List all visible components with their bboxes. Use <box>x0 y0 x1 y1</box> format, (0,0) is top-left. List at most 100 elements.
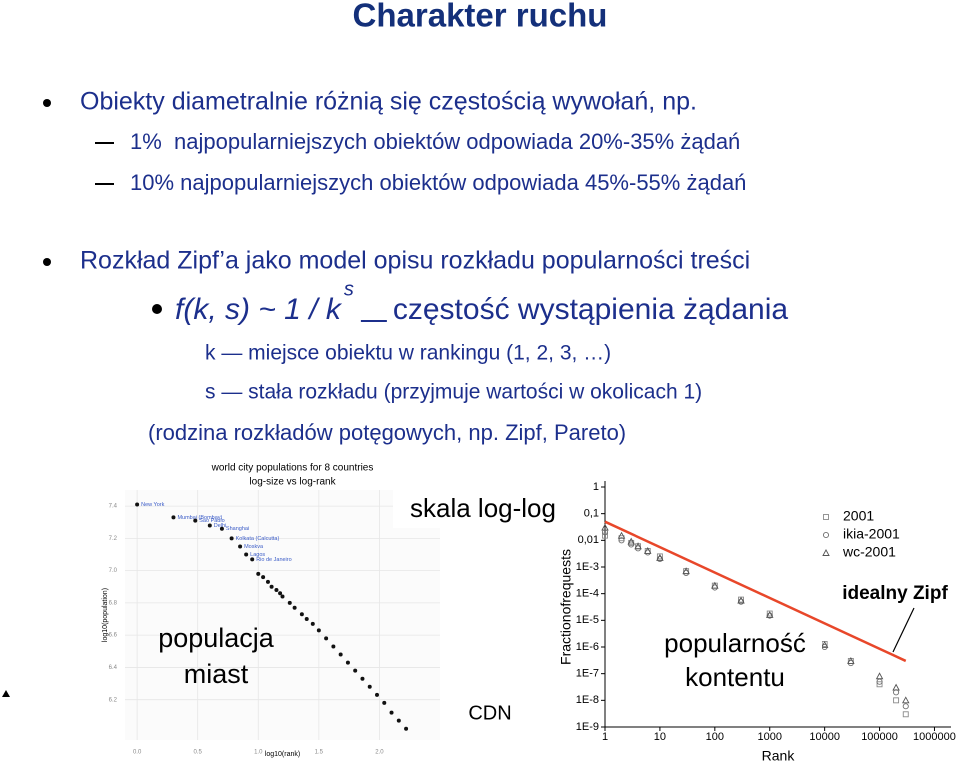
note: (rodzina rozkładów potęgowych, np. Zipf,… <box>148 420 626 445</box>
point <box>238 544 243 549</box>
chart-title: world city populations for 8 countries <box>211 463 374 474</box>
point-label: New York <box>141 502 164 508</box>
formula-text: częstość wystąpienia żądania <box>393 293 789 326</box>
legend-marker <box>823 514 829 520</box>
legend-marker <box>822 549 830 556</box>
y-tick-label: 0,1 <box>584 508 599 520</box>
y-tick-label: 7.4 <box>109 504 118 510</box>
point-label: Sao Paulo <box>199 518 224 524</box>
overlay-text: skala log-log <box>410 493 556 523</box>
bullet <box>43 99 51 107</box>
point <box>820 640 829 648</box>
x-tick-label: 0.5 <box>194 750 203 756</box>
point <box>766 612 773 619</box>
point <box>601 523 609 531</box>
point <box>627 537 635 545</box>
overlay-text: CDN <box>468 702 511 724</box>
point <box>171 515 176 520</box>
point <box>382 700 387 705</box>
chart-city: 6.2 6.4 6.6 6.8 7.0 7.2 7.4 0.0 0.5 1.0 1.5 2.0 worl… <box>102 463 440 758</box>
point <box>256 571 261 576</box>
point <box>261 575 266 580</box>
overlay-box <box>648 625 822 700</box>
point-label: Lagos <box>250 552 265 558</box>
overlay-text: populacja <box>158 623 275 653</box>
point <box>280 594 285 599</box>
point <box>244 552 249 557</box>
point-label: Shanghai <box>226 526 249 532</box>
point <box>324 636 329 641</box>
point <box>901 696 910 704</box>
point <box>229 536 234 541</box>
x-tick-label: 0.0 <box>133 750 142 756</box>
point <box>287 600 292 605</box>
overlay-text: kontentu <box>685 662 785 692</box>
point <box>250 557 255 562</box>
y-tick-label: 1E-8 <box>576 694 599 706</box>
overlays: skala log-log populacja miast CDN popularnoś… <box>158 490 956 724</box>
legend-marker <box>822 531 830 539</box>
point <box>902 711 909 718</box>
point <box>404 726 409 731</box>
definition: s — stała rozkładu (przyjmuje wartości w… <box>205 381 702 404</box>
point-label: Kolkata (Calcutta) <box>236 536 280 542</box>
x-tick-label: 10000 <box>809 731 840 743</box>
point <box>304 617 309 622</box>
y-axis-label: log10(population) <box>102 588 109 642</box>
point <box>375 692 379 697</box>
x-axis-label: Rank <box>762 748 796 764</box>
point-label: Rio de Janeiro <box>256 557 291 563</box>
nav-arrow <box>2 690 10 697</box>
x-tick-label: 1000000 <box>913 731 956 743</box>
point <box>893 697 900 704</box>
y-tick-label: 6.8 <box>109 600 118 606</box>
point <box>310 621 315 626</box>
point-label: Moskva <box>244 544 264 550</box>
point <box>876 681 883 688</box>
y-tick-label: 0,01 <box>578 534 599 546</box>
point <box>135 502 140 507</box>
formula-exponent: s <box>344 278 354 300</box>
y-axis-label: Fractionofrequests <box>558 549 574 665</box>
x-tick-label: 1 <box>602 731 608 743</box>
point <box>274 588 279 592</box>
legend-label: ikia-2001 <box>843 526 900 542</box>
y-tick-label: 1E-7 <box>576 668 599 680</box>
x-tick-label: 1.0 <box>254 750 263 756</box>
y-tick-label: 1E-3 <box>576 561 599 573</box>
point <box>643 547 652 554</box>
overlay-text: miast <box>184 659 249 689</box>
slide-title: Charakter ruchu <box>353 0 608 34</box>
y-tick-label: 7.0 <box>109 568 118 574</box>
point <box>269 584 274 589</box>
point <box>634 542 642 550</box>
y-tick-label: 1E-5 <box>576 614 599 626</box>
y-tick-label: 1E-4 <box>576 588 599 600</box>
y-tick-label: 1 <box>593 481 599 493</box>
x-tick-label: 1000 <box>757 731 781 743</box>
x-tick-label: 1.5 <box>315 750 324 756</box>
point <box>682 567 690 575</box>
formula: f(k, s) ~ 1 / k <box>175 293 343 326</box>
point <box>396 718 401 723</box>
point <box>656 553 663 560</box>
y-tick-label: 1E-9 <box>576 721 599 733</box>
point <box>360 676 365 681</box>
point <box>316 628 321 633</box>
y-tick-label: 1E-6 <box>576 641 599 653</box>
point <box>331 644 336 649</box>
point <box>299 612 304 617</box>
legend-label: wc-2001 <box>842 544 896 560</box>
zipf-label: idealny Zipf <box>842 583 948 604</box>
bullet <box>43 258 51 266</box>
x-axis-label: log10(rank) <box>265 751 300 758</box>
y-tick-label: 6.4 <box>109 665 118 671</box>
point <box>847 657 855 664</box>
reference-line <box>604 520 907 663</box>
y-tick-label: 7.2 <box>109 536 118 542</box>
point <box>737 596 745 604</box>
y-tick-label: 6.2 <box>109 697 118 703</box>
chart-subtitle: log-size vs log-rank <box>249 477 336 488</box>
plot-bg <box>125 490 440 740</box>
